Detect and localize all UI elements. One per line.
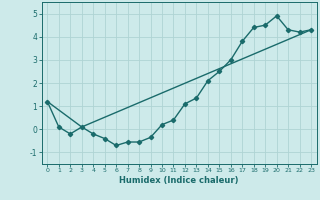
X-axis label: Humidex (Indice chaleur): Humidex (Indice chaleur) [119, 176, 239, 185]
